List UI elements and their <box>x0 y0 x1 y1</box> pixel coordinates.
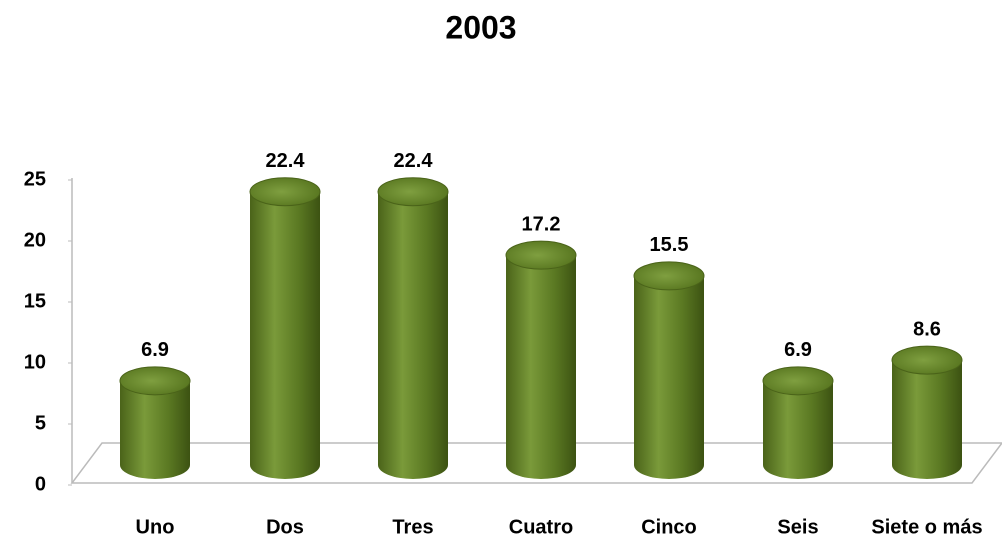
bar <box>377 177 449 479</box>
bar-body <box>634 275 704 479</box>
chart-title: 2003 <box>445 9 516 45</box>
bar-top <box>505 240 577 270</box>
x-tick-label: Cinco <box>641 516 697 538</box>
value-label: 22.4 <box>394 150 434 172</box>
bar-top <box>891 345 963 375</box>
bar-body <box>892 360 962 479</box>
x-tick-label: Dos <box>266 516 304 538</box>
bar <box>119 366 191 479</box>
bar <box>505 240 577 479</box>
y-tick-label: 10 <box>24 351 46 373</box>
x-tick-label: Uno <box>136 516 175 538</box>
bar <box>891 345 963 479</box>
bar-top <box>377 177 449 207</box>
bar-top <box>762 366 834 396</box>
bar <box>633 261 705 479</box>
value-label: 17.2 <box>522 213 561 235</box>
bar-body <box>378 191 448 479</box>
y-tick-label: 20 <box>24 229 46 251</box>
value-label: 22.4 <box>266 150 306 172</box>
y-tick-label: 25 <box>24 168 46 190</box>
bar <box>762 366 834 479</box>
y-tick-label: 0 <box>35 473 46 495</box>
value-label: 15.5 <box>650 234 689 256</box>
bar-top <box>249 177 321 207</box>
bar <box>249 177 321 479</box>
floor <box>70 442 1002 484</box>
bar-body <box>120 380 190 479</box>
x-tick-label: Tres <box>392 516 433 538</box>
y-tick-label: 15 <box>24 290 46 312</box>
value-label: 6.9 <box>141 339 169 361</box>
bar-top <box>633 261 705 291</box>
x-tick-label: Cuatro <box>509 516 573 538</box>
x-tick-label: Seis <box>777 516 818 538</box>
bar-body <box>250 191 320 479</box>
value-label: 8.6 <box>913 318 941 340</box>
bar-top <box>119 366 191 396</box>
value-label: 6.9 <box>784 339 812 361</box>
bar-body <box>506 255 576 479</box>
bar-body <box>763 380 833 479</box>
y-tick-label: 5 <box>35 412 46 434</box>
x-tick-label: Siete o más <box>871 516 982 538</box>
